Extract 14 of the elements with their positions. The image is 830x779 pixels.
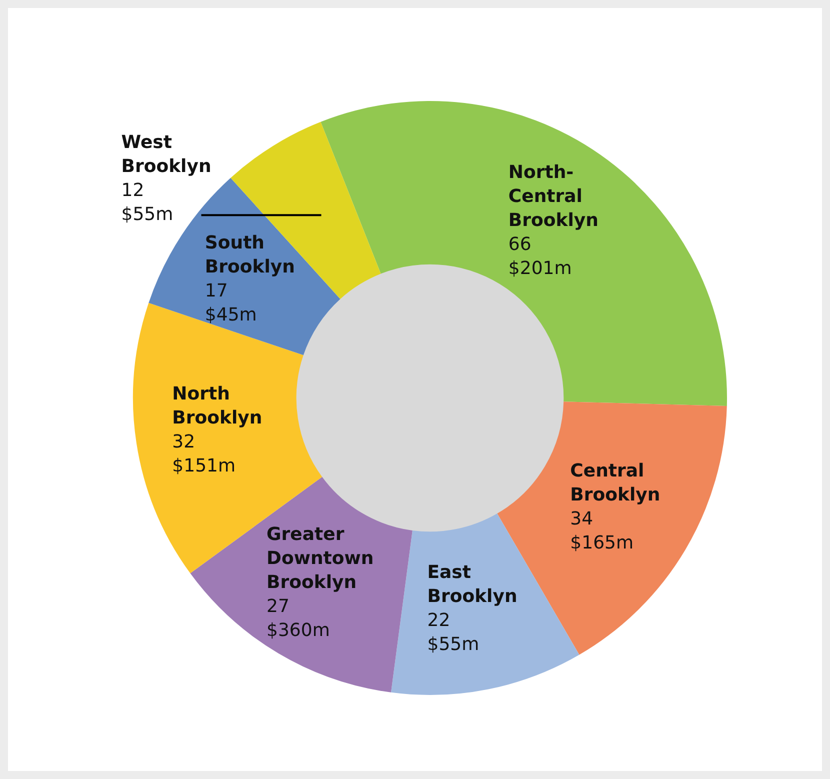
slice-label: South Brooklyn bbox=[204, 232, 295, 278]
data-label: 22 $55m bbox=[427, 610, 480, 655]
data-label: 27 $360m bbox=[266, 596, 330, 641]
slice-label: East Brooklyn bbox=[427, 562, 518, 607]
slice-label: North-Central Brooklyn bbox=[508, 162, 598, 232]
slice-label: West Brooklyn bbox=[121, 132, 212, 177]
data-label: 66 $201m bbox=[508, 234, 572, 280]
data-label: 34 $165m bbox=[570, 508, 634, 554]
data-label: 32 $151m bbox=[172, 431, 236, 476]
slice-label: Central Brooklyn bbox=[570, 460, 660, 506]
slice-label: North Brooklyn bbox=[172, 383, 262, 428]
slice-label: Greater Downtown Brooklyn bbox=[266, 524, 374, 593]
data-label: 17 $45m bbox=[204, 280, 257, 326]
data-label: 12 $55m bbox=[121, 180, 174, 225]
